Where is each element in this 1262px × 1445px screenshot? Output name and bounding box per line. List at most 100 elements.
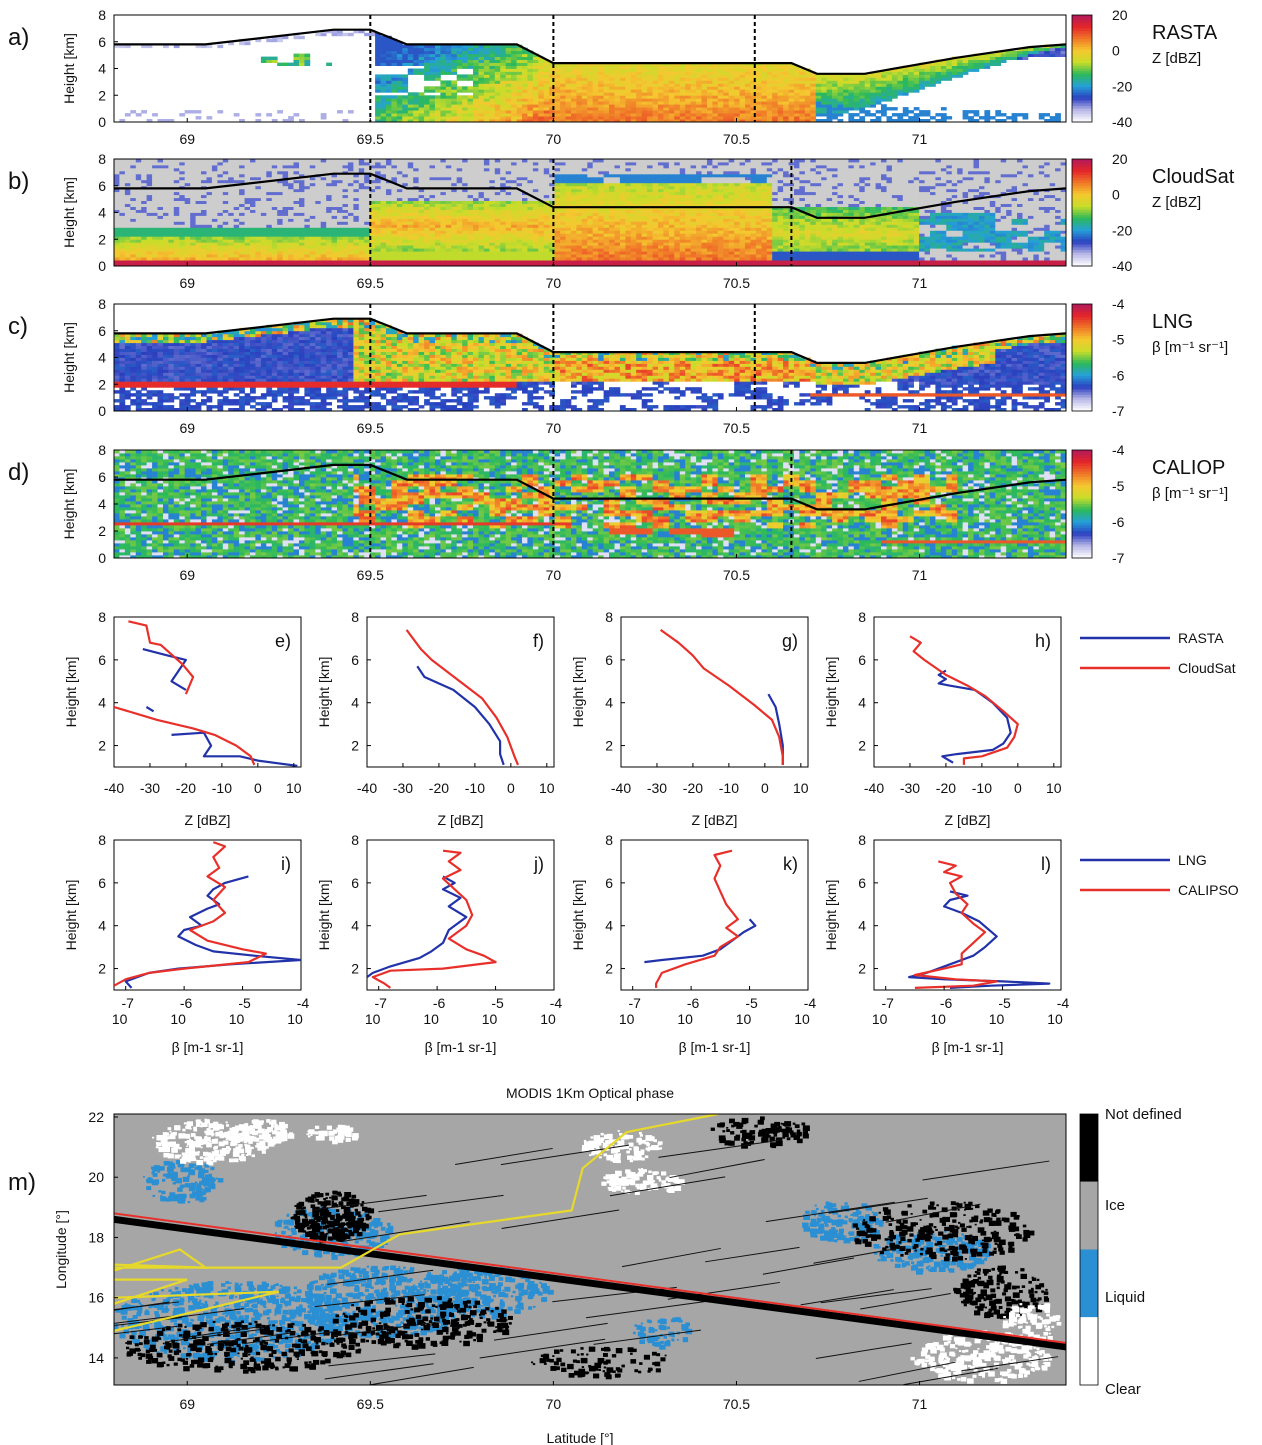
x-tick-label: -30	[140, 780, 160, 796]
x-tick-label: 70	[546, 275, 562, 291]
colorbar-swatch	[1072, 177, 1092, 181]
colorbar-swatch	[1072, 172, 1092, 176]
series-line-lng	[644, 918, 757, 964]
phase-colorbar-frame	[1079, 1113, 1099, 1386]
colorbar-swatch	[1072, 330, 1092, 334]
colorbar-swatch	[1072, 314, 1092, 318]
colorbar: -4 -5 -6 -7	[1071, 442, 1125, 566]
colorbar-swatch	[1072, 394, 1092, 399]
colorbar-swatch	[1072, 15, 1092, 19]
colorbar-swatch	[1072, 452, 1092, 456]
x-tick-label: 71	[912, 1396, 928, 1412]
colorbar-swatch	[1072, 386, 1092, 391]
y-tick-label: 6	[98, 323, 106, 339]
colorbar-swatch	[1072, 357, 1092, 361]
colorbar-swatch	[1072, 341, 1092, 345]
x-tick-exponent: -5	[238, 995, 251, 1011]
y-tick-label: 4	[858, 918, 866, 934]
x-tick-label: 10	[539, 780, 555, 796]
x-tick-label: -20	[429, 780, 449, 796]
y-tick-label: 2	[98, 961, 106, 977]
y-tick-label: 8	[858, 609, 866, 625]
x-tick-exponent: -5	[491, 995, 504, 1011]
colorbar-swatch	[1072, 215, 1092, 219]
streak	[813, 1246, 906, 1264]
colorbar-swatch	[1072, 466, 1092, 470]
y-tick-label: 8	[605, 832, 613, 848]
colorbar-swatch	[1072, 338, 1092, 342]
x-tick-base: 10	[229, 1011, 245, 1027]
y-tick-label: 4	[98, 205, 106, 221]
x-tick-base: 10	[482, 1011, 498, 1027]
colorbar-swatch	[1072, 228, 1092, 232]
panel-letter: m)	[8, 1169, 36, 1196]
colorbar-tick-label: -20	[1112, 222, 1132, 238]
x-tick-label: -20	[176, 780, 196, 796]
panel-letter: g)	[782, 631, 798, 651]
streak	[765, 1201, 895, 1223]
colorbar-swatch	[1072, 533, 1092, 537]
colorbar-swatch	[1072, 106, 1092, 110]
colorbar-swatch	[1072, 92, 1092, 96]
colorbar-swatch	[1072, 258, 1092, 262]
colorbar-swatch	[1072, 403, 1092, 407]
streak	[593, 1329, 701, 1345]
colorbar-swatch	[1072, 52, 1092, 56]
legend-label: LNG	[1178, 852, 1207, 868]
x-tick-base: 10	[287, 1011, 303, 1027]
x-tick-label: 69.5	[357, 420, 384, 436]
streak	[762, 1257, 855, 1275]
colorbar-swatch	[1072, 346, 1092, 350]
x-tick-exponent: -4	[804, 995, 817, 1011]
x-tick-label: 0	[254, 780, 262, 796]
panel-letter: l)	[1041, 854, 1051, 874]
x-tick-label: -30	[393, 780, 413, 796]
panel-letter: f)	[533, 631, 544, 651]
colorbar-swatch	[1072, 217, 1092, 221]
y-tick-label: 2	[351, 961, 359, 977]
x-tick-label: 71	[912, 131, 928, 147]
x-tick-base: 10	[930, 1011, 946, 1027]
streak	[858, 1361, 956, 1382]
colorbar-swatch	[1072, 392, 1092, 396]
phase-swatch	[1080, 1317, 1098, 1385]
colorbar-swatch	[1072, 539, 1092, 543]
colorbar: 20 0 -20 -40	[1071, 151, 1132, 274]
y-tick-label: 2	[605, 738, 613, 754]
colorbar-swatch	[1072, 408, 1092, 412]
x-tick-base: 10	[365, 1011, 381, 1027]
colorbar-swatch	[1072, 44, 1092, 48]
colorbar-swatch	[1072, 241, 1092, 246]
phase-label: Clear	[1105, 1381, 1141, 1398]
x-tick-label: -30	[900, 780, 920, 796]
colorbar-swatch	[1072, 247, 1092, 251]
x-tick-exponent: -5	[745, 995, 758, 1011]
colorbar-swatch	[1072, 65, 1092, 69]
streak	[207, 1331, 296, 1345]
y-axis-label: Height [km]	[61, 469, 77, 540]
x-tick-exponent: -5	[998, 995, 1011, 1011]
x-tick-label: 69	[179, 275, 195, 291]
y-tick-label: 2	[98, 376, 106, 392]
colorbar-tick-label: 20	[1112, 7, 1128, 23]
y-tick-label: 8	[858, 832, 866, 848]
flight-altitude-line	[114, 463, 1066, 511]
x-tick-base: 10	[989, 1011, 1005, 1027]
colorbar-swatch	[1072, 463, 1092, 467]
y-tick-label: 6	[98, 875, 106, 891]
colorbar-swatch	[1072, 336, 1092, 340]
colorbar-swatch	[1072, 236, 1092, 240]
streak	[621, 1247, 721, 1268]
colorbar-swatch	[1072, 103, 1092, 107]
streak	[961, 1356, 1059, 1372]
colorbar-swatch	[1072, 344, 1092, 348]
y-tick-label: 2	[98, 523, 106, 539]
y-axis-label: Height [km]	[570, 657, 586, 728]
y-axis-label: Height [km]	[61, 177, 77, 248]
colorbar-swatch	[1072, 97, 1092, 102]
y-tick-label: 4	[858, 695, 866, 711]
y-tick-label: 6	[98, 652, 106, 668]
x-tick-label: 70.5	[723, 131, 750, 147]
x-tick-base: 10	[170, 1011, 186, 1027]
